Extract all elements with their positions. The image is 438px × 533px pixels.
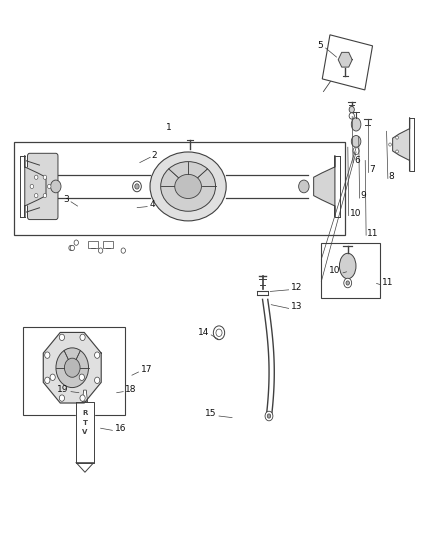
- Circle shape: [43, 175, 47, 180]
- Ellipse shape: [351, 118, 361, 131]
- Polygon shape: [76, 402, 94, 463]
- Circle shape: [35, 175, 38, 180]
- Text: T: T: [82, 420, 88, 426]
- Text: 17: 17: [141, 366, 152, 374]
- Ellipse shape: [351, 135, 361, 147]
- Circle shape: [74, 240, 78, 245]
- Ellipse shape: [150, 152, 226, 221]
- Bar: [103, 241, 113, 248]
- Text: 3: 3: [63, 195, 69, 204]
- Ellipse shape: [161, 161, 215, 211]
- Circle shape: [70, 245, 74, 251]
- Text: 7: 7: [369, 165, 375, 174]
- Polygon shape: [76, 463, 94, 472]
- Text: 16: 16: [115, 424, 126, 433]
- Ellipse shape: [175, 174, 201, 198]
- Bar: [88, 241, 98, 248]
- Polygon shape: [338, 52, 352, 67]
- Text: 9: 9: [360, 191, 366, 200]
- Circle shape: [121, 248, 125, 253]
- Circle shape: [69, 245, 73, 251]
- Circle shape: [45, 377, 50, 383]
- Circle shape: [59, 395, 64, 401]
- Ellipse shape: [339, 253, 356, 279]
- Text: 6: 6: [354, 156, 360, 165]
- Circle shape: [95, 352, 100, 358]
- Polygon shape: [392, 118, 410, 171]
- Circle shape: [50, 180, 61, 193]
- Circle shape: [30, 184, 34, 189]
- Text: 19: 19: [57, 385, 69, 394]
- Circle shape: [396, 150, 398, 153]
- Text: 1: 1: [166, 123, 172, 132]
- Bar: [321, 243, 380, 298]
- Polygon shape: [25, 156, 46, 217]
- Circle shape: [344, 278, 352, 288]
- Text: 12: 12: [291, 283, 302, 292]
- Text: 10: 10: [350, 209, 361, 218]
- Circle shape: [47, 184, 51, 189]
- Text: 4: 4: [149, 200, 155, 209]
- Polygon shape: [43, 333, 101, 403]
- Circle shape: [35, 193, 38, 198]
- Circle shape: [353, 147, 359, 155]
- Bar: [23, 327, 125, 415]
- Text: 5: 5: [318, 42, 323, 51]
- Text: 8: 8: [389, 172, 395, 181]
- Text: 11: 11: [382, 278, 394, 287]
- Circle shape: [135, 184, 139, 189]
- Circle shape: [50, 374, 55, 381]
- Circle shape: [45, 352, 50, 358]
- Text: 2: 2: [152, 151, 157, 160]
- Text: 13: 13: [291, 302, 302, 311]
- Circle shape: [64, 358, 80, 377]
- Text: 15: 15: [205, 409, 217, 418]
- Circle shape: [349, 113, 354, 119]
- Bar: [14, 142, 345, 235]
- Circle shape: [267, 414, 271, 418]
- Circle shape: [346, 281, 350, 285]
- Polygon shape: [82, 390, 88, 402]
- Circle shape: [59, 334, 64, 341]
- Text: 14: 14: [198, 328, 209, 337]
- Circle shape: [95, 377, 100, 383]
- Circle shape: [265, 411, 273, 421]
- Circle shape: [43, 193, 47, 198]
- Circle shape: [79, 374, 85, 381]
- Circle shape: [56, 348, 88, 387]
- FancyBboxPatch shape: [28, 154, 58, 220]
- Bar: [322, 35, 373, 90]
- Text: 18: 18: [125, 385, 137, 394]
- Circle shape: [299, 180, 309, 193]
- Circle shape: [80, 395, 85, 401]
- Circle shape: [349, 107, 354, 113]
- Text: 10: 10: [329, 266, 341, 275]
- Circle shape: [80, 334, 85, 341]
- Text: V: V: [82, 430, 88, 435]
- Text: 11: 11: [367, 229, 378, 238]
- Circle shape: [99, 248, 103, 253]
- Circle shape: [389, 143, 391, 146]
- Text: R: R: [82, 410, 88, 416]
- Circle shape: [133, 181, 141, 192]
- Polygon shape: [314, 156, 335, 217]
- Circle shape: [396, 136, 398, 139]
